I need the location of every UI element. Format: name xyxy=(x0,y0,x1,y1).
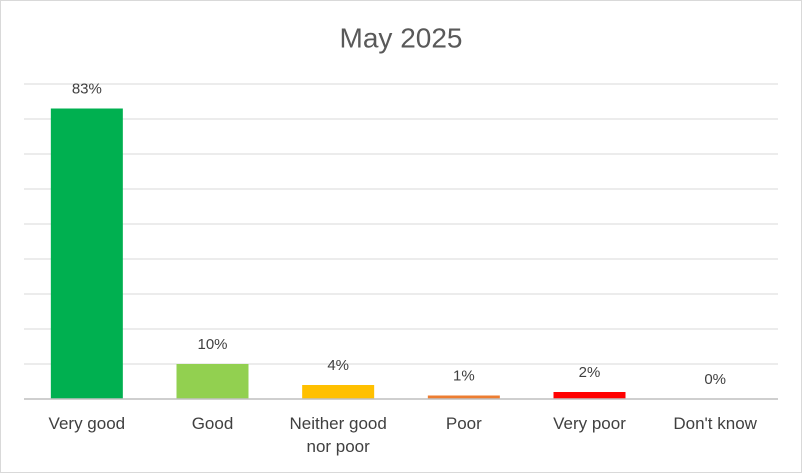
value-label: 1% xyxy=(453,367,475,384)
x-tick-label: Don't know xyxy=(673,414,757,433)
bar xyxy=(302,385,375,399)
x-tick-label: Poor xyxy=(445,414,482,433)
bar xyxy=(427,395,500,399)
x-tick-label: Very poor xyxy=(553,414,626,433)
value-label: 83% xyxy=(72,80,102,97)
x-tick-label: Neither good nor poor xyxy=(289,414,387,456)
x-tick-label: Good xyxy=(191,414,234,433)
bar xyxy=(176,364,249,399)
x-tick-label: Very good xyxy=(48,414,126,433)
chart-title: May 2025 xyxy=(340,22,463,53)
value-label: 10% xyxy=(197,336,227,353)
bar xyxy=(553,392,626,399)
value-label: 4% xyxy=(327,357,349,374)
bar xyxy=(50,108,123,399)
value-label: 2% xyxy=(579,364,601,381)
value-label: 0% xyxy=(704,371,726,388)
